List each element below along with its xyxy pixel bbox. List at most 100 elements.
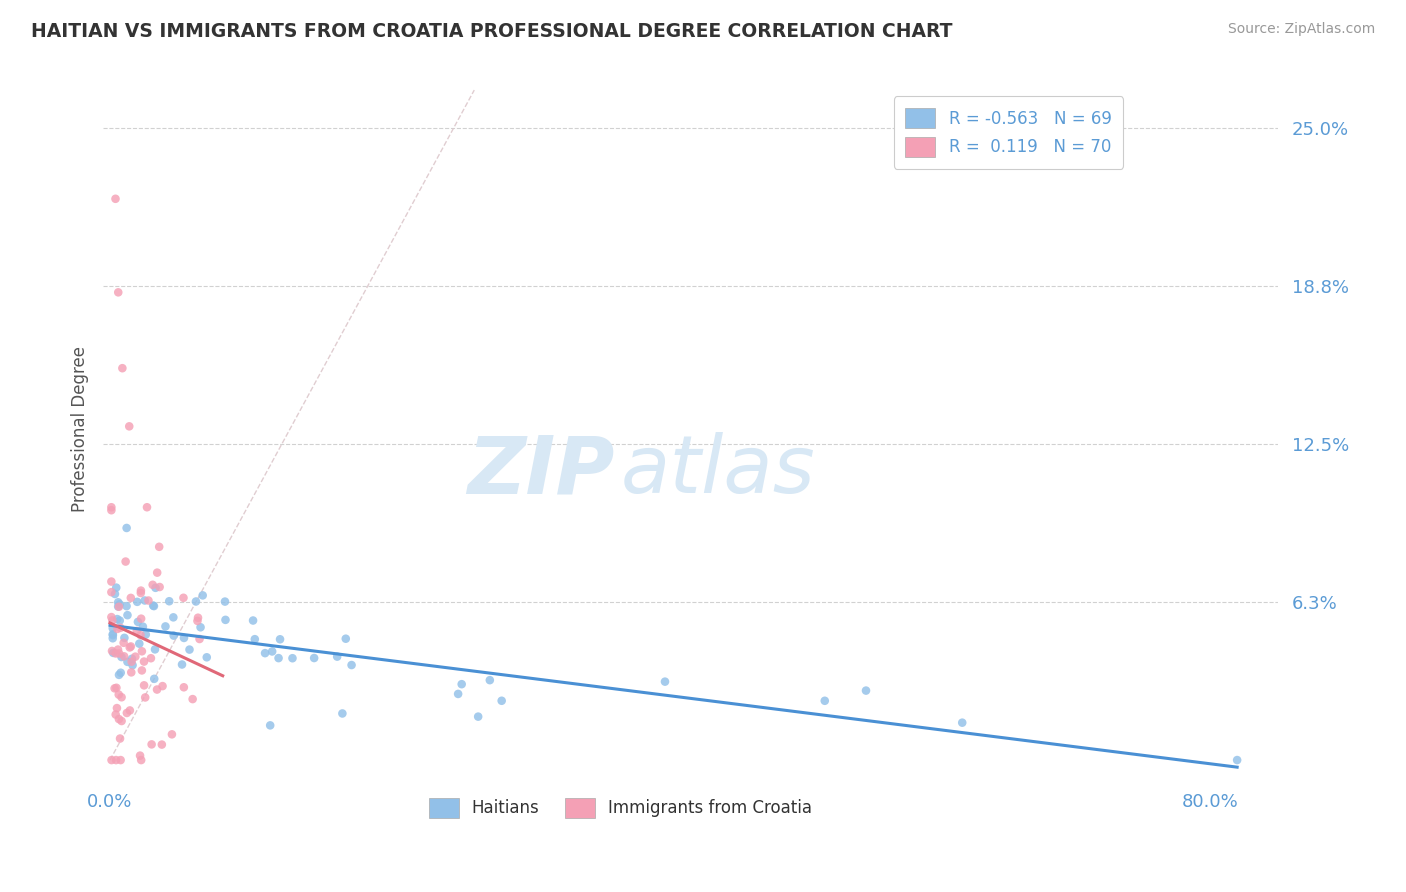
Point bbox=[127, 595, 149, 609]
Point bbox=[654, 674, 676, 689]
Point bbox=[254, 646, 277, 660]
Point bbox=[110, 650, 132, 665]
Point bbox=[107, 688, 129, 702]
Point bbox=[172, 591, 194, 605]
Point bbox=[107, 595, 129, 609]
Point bbox=[179, 642, 201, 657]
Point bbox=[105, 753, 128, 767]
Point bbox=[259, 718, 281, 732]
Point bbox=[121, 652, 143, 666]
Point bbox=[100, 585, 122, 599]
Point bbox=[195, 650, 218, 665]
Point bbox=[125, 624, 148, 638]
Point bbox=[127, 615, 149, 629]
Point bbox=[135, 627, 157, 641]
Point bbox=[105, 701, 128, 715]
Point bbox=[157, 594, 180, 608]
Point bbox=[107, 285, 129, 300]
Point bbox=[145, 581, 167, 595]
Point bbox=[104, 587, 127, 601]
Point bbox=[101, 614, 124, 628]
Point bbox=[173, 631, 195, 645]
Point bbox=[128, 637, 150, 651]
Point bbox=[146, 566, 169, 580]
Point bbox=[104, 707, 127, 722]
Point bbox=[243, 632, 266, 647]
Point bbox=[142, 578, 165, 592]
Text: HAITIAN VS IMMIGRANTS FROM CROATIA PROFESSIONAL DEGREE CORRELATION CHART: HAITIAN VS IMMIGRANTS FROM CROATIA PROFE… bbox=[31, 22, 952, 41]
Point bbox=[115, 706, 138, 720]
Point bbox=[121, 658, 143, 673]
Point bbox=[101, 628, 124, 642]
Y-axis label: Professional Degree: Professional Degree bbox=[72, 346, 89, 512]
Point bbox=[187, 611, 209, 625]
Point bbox=[121, 655, 143, 669]
Point bbox=[110, 621, 132, 635]
Point bbox=[139, 651, 162, 665]
Point bbox=[101, 627, 124, 641]
Point bbox=[115, 599, 138, 614]
Point bbox=[103, 646, 125, 660]
Point bbox=[108, 668, 131, 682]
Point bbox=[155, 619, 177, 633]
Point bbox=[120, 591, 142, 605]
Point bbox=[108, 712, 131, 726]
Point bbox=[100, 503, 122, 517]
Point bbox=[132, 619, 155, 633]
Point bbox=[129, 628, 152, 642]
Point bbox=[302, 651, 325, 665]
Point bbox=[105, 681, 128, 695]
Point bbox=[110, 690, 132, 705]
Point bbox=[108, 731, 131, 746]
Point bbox=[131, 644, 153, 658]
Point bbox=[129, 612, 152, 626]
Point bbox=[262, 644, 284, 658]
Point bbox=[242, 614, 264, 628]
Point bbox=[214, 613, 236, 627]
Point bbox=[112, 649, 135, 664]
Point bbox=[129, 748, 152, 763]
Point bbox=[1226, 753, 1249, 767]
Point bbox=[186, 614, 208, 628]
Point bbox=[143, 672, 166, 686]
Point bbox=[478, 673, 501, 688]
Point bbox=[163, 629, 186, 643]
Point bbox=[100, 610, 122, 624]
Point bbox=[146, 682, 169, 697]
Point bbox=[129, 586, 152, 600]
Point bbox=[107, 599, 129, 614]
Point bbox=[131, 664, 153, 678]
Point bbox=[105, 581, 128, 595]
Point bbox=[142, 599, 165, 613]
Point bbox=[108, 599, 131, 614]
Point bbox=[173, 681, 195, 695]
Point bbox=[335, 632, 357, 646]
Point bbox=[117, 608, 139, 623]
Point bbox=[170, 657, 193, 672]
Point bbox=[450, 677, 472, 691]
Point bbox=[149, 580, 172, 594]
Point bbox=[134, 690, 156, 705]
Point bbox=[107, 622, 129, 636]
Point bbox=[118, 640, 141, 655]
Point bbox=[332, 706, 354, 721]
Point bbox=[100, 574, 122, 589]
Point bbox=[100, 500, 122, 515]
Point bbox=[114, 555, 136, 569]
Point bbox=[101, 644, 124, 658]
Point bbox=[491, 694, 513, 708]
Point bbox=[108, 647, 131, 661]
Point bbox=[118, 419, 141, 434]
Text: ZIP: ZIP bbox=[467, 432, 614, 510]
Point bbox=[100, 753, 122, 767]
Point bbox=[326, 649, 349, 664]
Point bbox=[111, 361, 134, 376]
Point bbox=[132, 678, 155, 692]
Point bbox=[162, 610, 184, 624]
Point bbox=[129, 583, 152, 598]
Point bbox=[136, 500, 159, 515]
Point bbox=[138, 593, 160, 607]
Point bbox=[112, 631, 135, 645]
Point bbox=[110, 714, 132, 728]
Point bbox=[281, 651, 304, 665]
